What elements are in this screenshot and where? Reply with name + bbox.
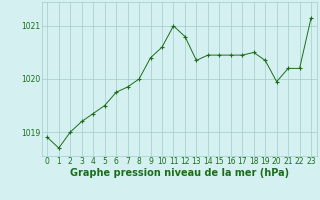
X-axis label: Graphe pression niveau de la mer (hPa): Graphe pression niveau de la mer (hPa)	[70, 168, 289, 178]
